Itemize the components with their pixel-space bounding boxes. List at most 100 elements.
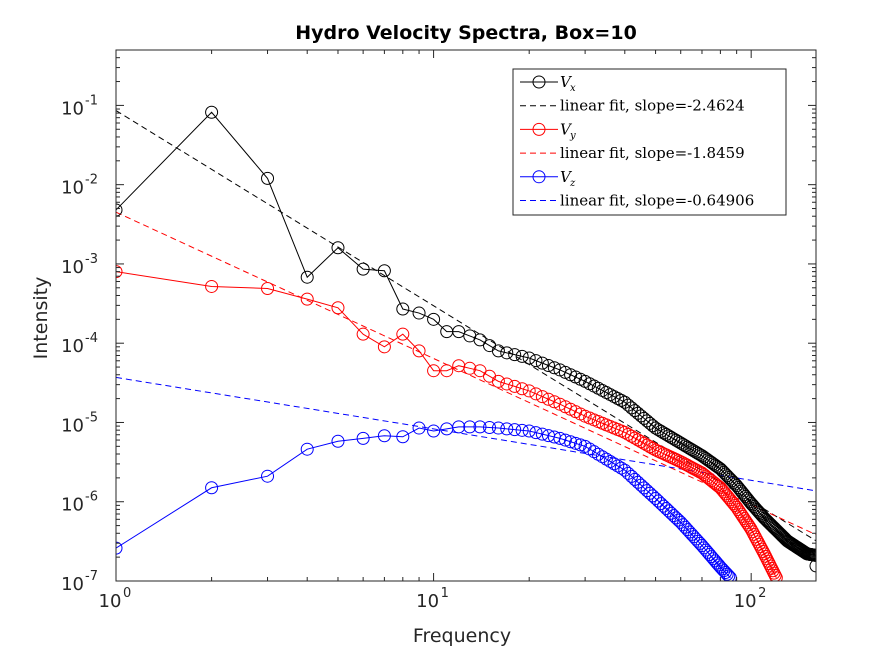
data-point-z-52 bbox=[657, 499, 671, 513]
data-point-x-38 bbox=[614, 393, 628, 407]
data-point-z-1 bbox=[205, 481, 219, 495]
legend-sub-y: y bbox=[569, 130, 576, 141]
data-point-x-0 bbox=[116, 203, 123, 217]
data-point-z-32 bbox=[591, 447, 605, 461]
data-point-z-82 bbox=[718, 565, 732, 579]
fit-line-0 bbox=[116, 110, 816, 542]
data-point-z-19 bbox=[522, 424, 536, 438]
data-point-y-17 bbox=[508, 379, 522, 393]
data-point-x-36 bbox=[607, 390, 621, 404]
data-point-z-17 bbox=[508, 423, 522, 437]
data-point-x-18 bbox=[515, 349, 529, 363]
data-point-z-58 bbox=[671, 513, 685, 527]
data-point-z-20 bbox=[529, 426, 543, 440]
data-point-y-18 bbox=[515, 382, 529, 396]
data-point-x-82 bbox=[718, 467, 732, 481]
data-point-z-59 bbox=[674, 515, 688, 529]
data-point-x-81 bbox=[717, 465, 731, 479]
data-point-y-118 bbox=[768, 568, 782, 581]
data-point-y-77 bbox=[710, 478, 724, 492]
y-axis-label: Intensity bbox=[30, 277, 52, 360]
data-point-y-3 bbox=[300, 292, 314, 306]
data-point-z-7 bbox=[396, 430, 410, 444]
data-point-z-53 bbox=[659, 502, 673, 516]
data-point-y-6 bbox=[377, 340, 391, 354]
data-point-z-49 bbox=[649, 491, 663, 505]
legend-fit-label-1: linear fit, slope=-1.8459 bbox=[560, 144, 745, 162]
y-tick-exp-1: -6 bbox=[85, 490, 98, 505]
data-point-z-34 bbox=[599, 452, 613, 466]
data-point-x-7 bbox=[396, 302, 410, 316]
data-point-x-11 bbox=[452, 325, 466, 339]
data-point-y-10 bbox=[440, 364, 454, 378]
data-point-x-15 bbox=[491, 344, 505, 358]
data-point-x-4 bbox=[331, 241, 345, 255]
data-point-z-2 bbox=[261, 469, 275, 483]
data-point-z-80 bbox=[715, 562, 729, 576]
data-point-x-23 bbox=[547, 361, 561, 375]
data-point-x-13 bbox=[473, 333, 487, 347]
data-point-y-13 bbox=[473, 364, 487, 378]
x-tick-exp-2: 2 bbox=[758, 586, 766, 601]
y-tick-label-0: 10 bbox=[61, 574, 84, 595]
y-tick-exp-0: -7 bbox=[85, 569, 98, 584]
x-axis-label: Frequency bbox=[413, 625, 511, 647]
legend-marker-z bbox=[532, 170, 546, 184]
data-point-x-64 bbox=[685, 443, 699, 457]
data-point-z-54 bbox=[662, 504, 676, 518]
data-point-z-4 bbox=[331, 434, 345, 448]
data-point-z-3 bbox=[300, 442, 314, 456]
data-point-z-50 bbox=[651, 494, 665, 508]
data-point-z-57 bbox=[669, 511, 683, 525]
legend-sub-x: x bbox=[570, 83, 576, 94]
data-point-x-2 bbox=[261, 171, 275, 185]
data-point-z-18 bbox=[515, 423, 529, 437]
data-point-z-13 bbox=[473, 420, 487, 434]
data-point-x-159 bbox=[809, 548, 816, 562]
data-point-x-1 bbox=[205, 105, 219, 119]
data-point-x-9 bbox=[427, 312, 441, 326]
data-point-x-3 bbox=[300, 270, 314, 284]
legend-marker-y bbox=[532, 122, 546, 136]
data-point-y-40 bbox=[621, 427, 635, 441]
data-point-y-1 bbox=[205, 279, 219, 293]
data-point-x-5 bbox=[356, 262, 370, 276]
data-point-y-2 bbox=[261, 281, 275, 295]
series-y bbox=[116, 265, 783, 581]
data-point-z-0 bbox=[116, 541, 123, 555]
data-point-z-14 bbox=[483, 420, 497, 434]
data-point-y-22 bbox=[541, 392, 555, 406]
data-point-z-51 bbox=[654, 497, 668, 511]
data-point-x-22 bbox=[541, 358, 555, 372]
data-point-z-11 bbox=[452, 420, 466, 434]
data-point-x-8 bbox=[412, 306, 426, 320]
data-point-y-16 bbox=[500, 377, 514, 391]
data-point-z-15 bbox=[491, 421, 505, 435]
axes: 10 0 10 1 10 210 -710 -610 -510 -410 -310 -210 -1 bbox=[61, 49, 817, 612]
y-tick-exp-6: -1 bbox=[85, 93, 98, 108]
data-point-z-37 bbox=[611, 459, 625, 473]
data-point-x-20 bbox=[529, 354, 543, 368]
x-tick-label-2: 10 bbox=[734, 591, 757, 612]
data-point-y-90 bbox=[731, 503, 745, 517]
data-point-y-88 bbox=[728, 498, 742, 512]
data-point-x-160 bbox=[809, 559, 816, 573]
data-point-y-4 bbox=[331, 301, 345, 315]
data-point-y-0 bbox=[116, 265, 123, 279]
series-x bbox=[116, 105, 816, 573]
data-point-x-21 bbox=[535, 356, 549, 370]
data-point-y-5 bbox=[356, 327, 370, 341]
data-point-z-27 bbox=[569, 436, 583, 450]
data-point-y-21 bbox=[535, 390, 549, 404]
legend-fit-label-2: linear fit, slope=-0.64906 bbox=[560, 192, 754, 210]
legend-label-y: V bbox=[560, 120, 573, 138]
data-point-y-7 bbox=[396, 327, 410, 341]
chart-title: Hydro Velocity Spectra, Box=10 bbox=[295, 22, 637, 44]
y-tick-exp-3: -4 bbox=[85, 331, 98, 346]
data-point-z-21 bbox=[535, 427, 549, 441]
data-point-z-38 bbox=[614, 461, 628, 475]
y-tick-label-6: 10 bbox=[61, 98, 84, 119]
data-point-y-9 bbox=[427, 364, 441, 378]
